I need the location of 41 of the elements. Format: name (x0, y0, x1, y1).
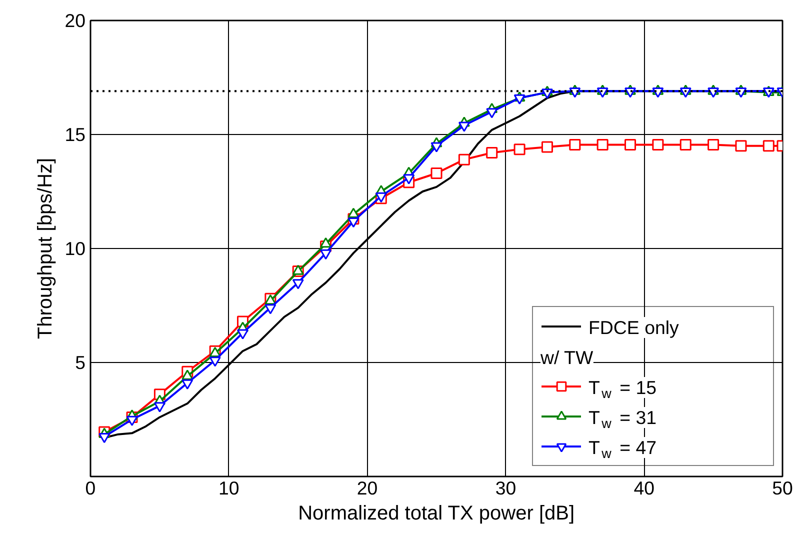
point (292, 264, 304, 275)
legend-title: w/ TW (540, 347, 594, 368)
y-tick-label: 5 (75, 352, 86, 373)
x-tick-label: 40 (634, 478, 654, 498)
point (596, 88, 608, 98)
point (624, 88, 636, 98)
point (680, 88, 692, 98)
point (708, 139, 720, 151)
point (541, 88, 553, 99)
point (514, 144, 526, 156)
point (486, 108, 498, 118)
point (762, 140, 774, 152)
point (514, 94, 526, 105)
point (430, 168, 442, 180)
point (320, 249, 332, 260)
y-tick-label: 15 (64, 124, 86, 145)
x-tick-label: 30 (495, 478, 516, 498)
point (735, 140, 747, 152)
legend-label: FDCE only (588, 317, 680, 338)
point (541, 141, 553, 153)
point (624, 139, 636, 151)
x-tick-label: 20 (356, 478, 378, 498)
point (430, 142, 442, 152)
point (182, 370, 194, 380)
x-axis-title: Normalized total TX power [dB] (298, 502, 575, 524)
point (569, 139, 581, 151)
x-tick-label: 0 (85, 478, 96, 498)
x-tick-label: 50 (772, 478, 793, 498)
point (486, 146, 498, 158)
y-tick-label: 20 (64, 10, 86, 31)
y-axis-title: Throughput [bps/Hz] (34, 158, 57, 340)
y-tick-label: 10 (64, 238, 86, 259)
point (348, 218, 360, 228)
point (596, 139, 608, 151)
x-tick-label: 10 (218, 478, 240, 498)
point (680, 139, 692, 151)
point (458, 154, 470, 166)
point (652, 139, 664, 151)
point (458, 122, 470, 132)
point (735, 88, 747, 98)
point (403, 174, 415, 184)
